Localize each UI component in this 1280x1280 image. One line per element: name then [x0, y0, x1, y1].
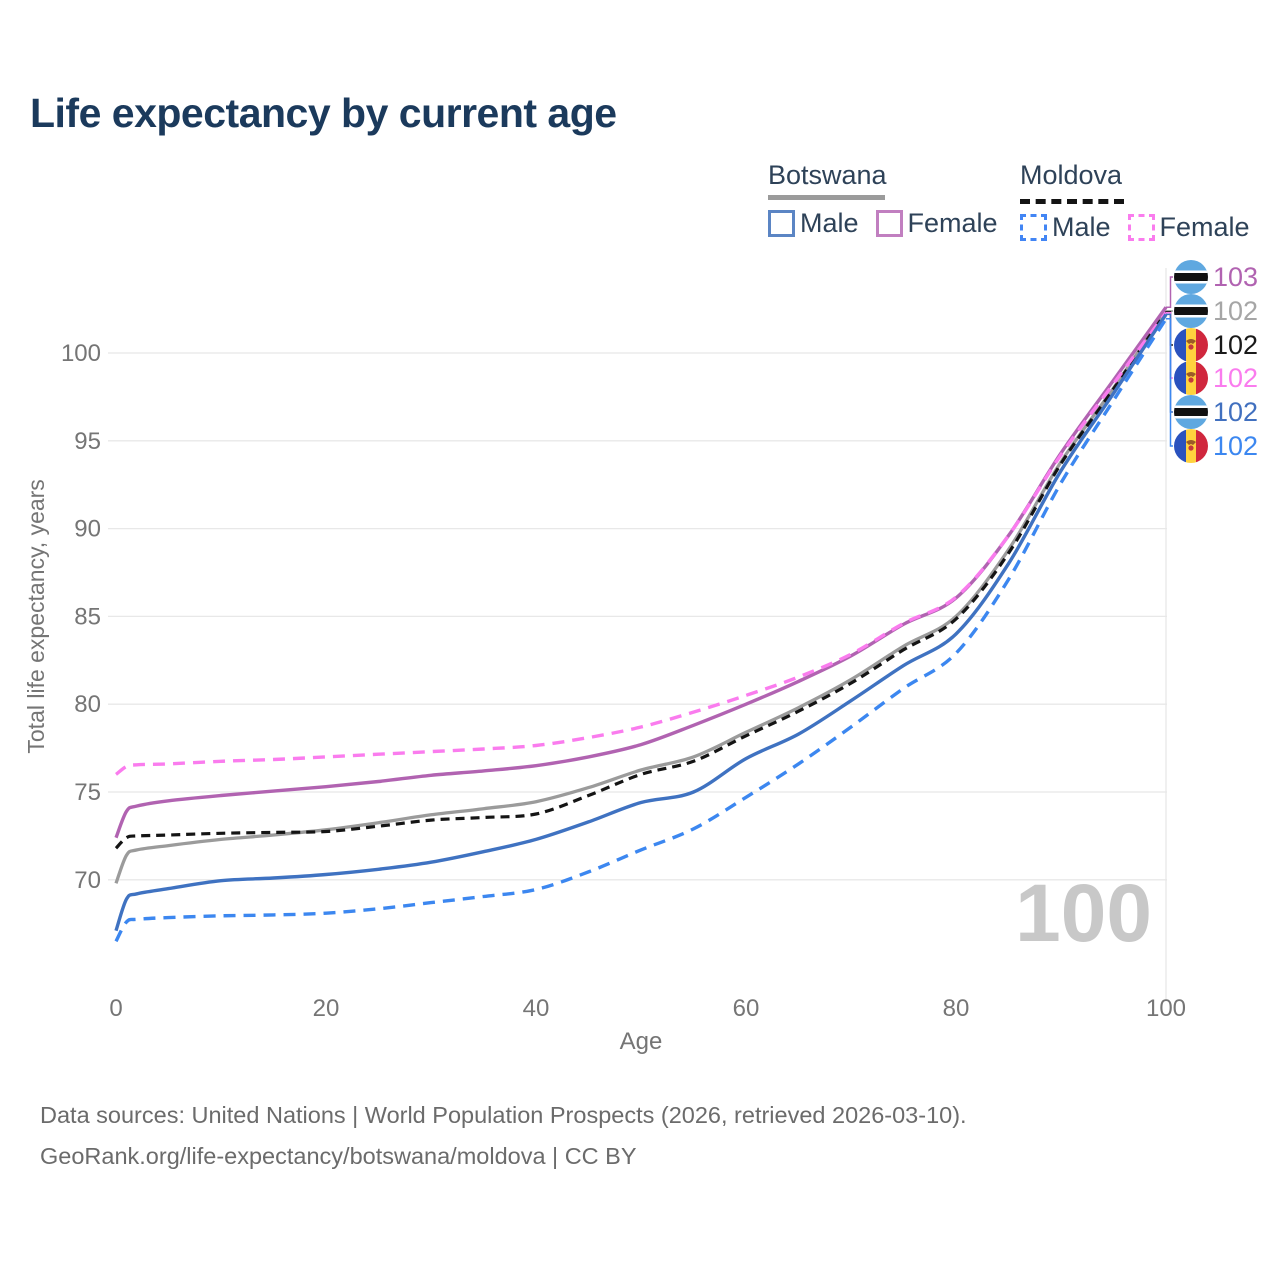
x-tick-label: 0 — [109, 995, 122, 1022]
x-tick-label: 20 — [313, 995, 340, 1022]
moldova-combined-line-swatch — [1020, 199, 1124, 204]
y-tick-label: 95 — [74, 428, 101, 455]
y-tick-label: 70 — [74, 867, 101, 894]
end-value-label-md_female[interactable]: 102 — [1213, 363, 1258, 393]
flag-red-stripe — [1196, 328, 1208, 362]
page-title: Life expectancy by current age — [30, 90, 617, 136]
leader-line-bw_male — [1166, 313, 1173, 413]
botswana-flag-icon[interactable] — [1174, 294, 1208, 328]
end-value-label-bw_both[interactable]: 102 — [1213, 296, 1258, 326]
attribution-link[interactable]: GeoRank.org/life-expectancy/botswana/mol… — [40, 1143, 637, 1169]
botswana-flag-icon[interactable] — [1174, 395, 1208, 429]
flag-art — [1174, 294, 1208, 328]
y-tick-label: 100 — [61, 340, 101, 367]
y-tick-label: 85 — [74, 603, 101, 630]
legend-label-moldova-female[interactable]: Female — [1159, 212, 1250, 242]
flag-shield-emblem — [1188, 377, 1194, 383]
moldova-flag-icon[interactable] — [1174, 361, 1208, 395]
legend-swatch-moldova-female[interactable] — [1127, 214, 1155, 241]
botswana-flag-icon[interactable] — [1174, 260, 1208, 294]
legend-label-botswana-male[interactable]: Male — [800, 208, 859, 238]
line-bw_male[interactable] — [114, 313, 1168, 932]
flag-art — [1174, 361, 1208, 395]
leader-line-md_male — [1166, 318, 1173, 447]
flag-art — [1174, 260, 1208, 294]
flag-blue-stripe — [1174, 429, 1186, 463]
line-bw_both[interactable] — [114, 309, 1168, 884]
x-tick-label: 80 — [943, 995, 970, 1022]
legend-group-moldova: Moldova Male Female — [1020, 160, 1267, 243]
line-md_male[interactable] — [114, 317, 1168, 943]
line-md_female[interactable] — [114, 311, 1168, 776]
legend-country-botswana[interactable]: Botswana — [768, 160, 1015, 200]
footer: Data sources: United Nations | World Pop… — [40, 1095, 967, 1177]
moldova-flag-icon[interactable] — [1174, 429, 1208, 463]
moldova-flag-icon[interactable] — [1174, 328, 1208, 362]
leader-line-md_both — [1166, 310, 1173, 346]
end-value-label-md_both[interactable]: 102 — [1213, 330, 1258, 360]
legend-country-label: Moldova — [1020, 160, 1123, 190]
flag-shield-emblem — [1188, 344, 1194, 350]
age-counter-watermark: 100 — [1015, 868, 1152, 959]
y-axis-title: Total life expectancy, years — [23, 479, 49, 753]
x-axis-title: Age — [620, 1028, 663, 1055]
flag-eagle-emblem — [1186, 440, 1196, 445]
legend-group-botswana: Botswana Male Female — [768, 160, 1015, 239]
x-tick-label: 60 — [733, 995, 760, 1022]
flag-red-stripe — [1196, 361, 1208, 395]
x-tick-label: 100 — [1146, 995, 1186, 1022]
leader-line-bw_female — [1166, 276, 1173, 309]
legend-label-moldova-male[interactable]: Male — [1052, 212, 1111, 242]
legend-country-label: Botswana — [768, 160, 887, 190]
legend-swatch-botswana-female[interactable] — [875, 210, 903, 237]
flag-red-stripe — [1196, 429, 1208, 463]
botswana-combined-line-swatch — [768, 195, 885, 200]
flag-black-band — [1174, 408, 1208, 416]
data-sources-text: Data sources: United Nations | World Pop… — [40, 1102, 967, 1128]
end-value-label-bw_male[interactable]: 102 — [1213, 397, 1258, 427]
y-tick-label: 80 — [74, 691, 101, 718]
flag-black-band — [1174, 307, 1208, 315]
flag-art — [1174, 429, 1208, 463]
flag-eagle-emblem — [1186, 372, 1196, 377]
flag-art — [1174, 395, 1208, 429]
flag-blue-stripe — [1174, 328, 1186, 362]
legend-swatch-moldova-male[interactable] — [1020, 214, 1047, 241]
flag-black-band — [1174, 273, 1208, 281]
flag-eagle-emblem — [1186, 339, 1196, 344]
y-tick-label: 90 — [74, 516, 101, 543]
flag-shield-emblem — [1188, 445, 1194, 451]
flag-blue-stripe — [1174, 361, 1186, 395]
legend-swatch-botswana-male[interactable] — [768, 210, 795, 237]
flag-art — [1174, 328, 1208, 362]
y-tick-label: 75 — [74, 779, 101, 806]
x-tick-label: 40 — [523, 995, 550, 1022]
end-value-label-md_male[interactable]: 102 — [1213, 431, 1258, 461]
legend-country-moldova[interactable]: Moldova — [1020, 160, 1267, 204]
legend-label-botswana-female[interactable]: Female — [907, 208, 998, 238]
end-value-label-bw_female[interactable]: 103 — [1213, 262, 1258, 292]
